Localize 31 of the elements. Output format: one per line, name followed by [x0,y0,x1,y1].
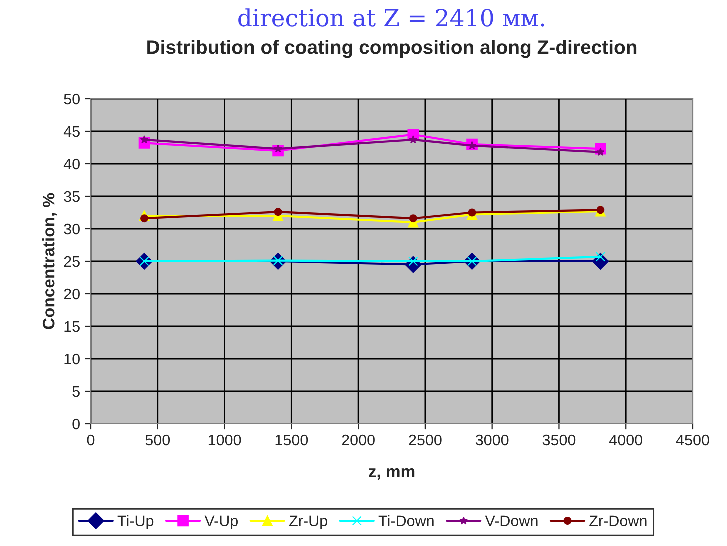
x-tick-label: 0 [87,434,95,446]
legend-label: Zr-Down [590,516,647,526]
y-tick-label: 35 [64,191,80,202]
x-tick-label: 3000 [476,434,509,446]
x-tick-label: 500 [146,434,170,446]
y-tick-label: 30 [64,224,80,235]
legend-label: V-Up [204,516,238,530]
y-tick-label: 15 [64,322,80,332]
y-tick-label: 20 [64,288,80,300]
legend-label: V-Down [485,516,538,526]
x-tick-label: 1000 [208,434,242,446]
y-tick-label: 50 [64,94,80,105]
y-tick-label: 0 [72,418,80,430]
legend-label: Zr-Up [290,516,328,530]
x-tick-label: 3500 [542,434,576,446]
y-tick-label: 40 [64,158,80,170]
x-tick-label: 4000 [609,434,643,446]
y-tick-label: 5 [72,386,80,398]
y-tick-label: 45 [64,126,80,138]
y-axis-title: Concentration, % [42,193,58,330]
chart-title: Distribution of coating composition along Z-direction [148,40,637,58]
y-tick-label: 25 [64,256,80,268]
legend-label: Ti-Up [118,515,154,530]
y-tick-label: 10 [64,354,80,365]
x-tick-label: 1500 [276,434,308,446]
x-tick-label: 2500 [409,434,442,446]
text: direction at Z = 2410 мм. [238,8,544,27]
x-tick-label: 2000 [342,434,375,446]
x-axis-title: z, mm [369,468,415,480]
x-tick-label: 4500 [676,434,710,446]
legend-label: Ti-Down [378,515,434,526]
